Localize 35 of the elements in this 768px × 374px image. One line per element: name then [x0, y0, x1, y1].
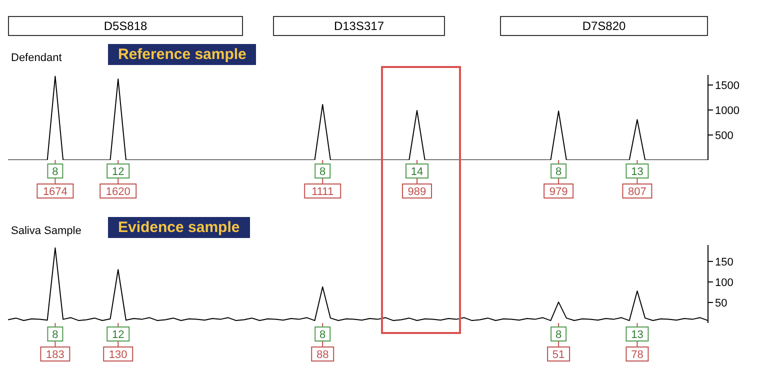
y-tick-label: 100 — [715, 276, 734, 289]
data-label: 807 — [628, 186, 646, 198]
text: 8 — [320, 166, 326, 178]
text: 12 — [112, 329, 124, 341]
data-label: 78 — [631, 349, 644, 361]
data-label: 1674 — [42, 186, 68, 198]
y-tick-label: 150 — [715, 256, 734, 268]
chart-title: Defendant — [11, 52, 62, 64]
data-label: 88 — [316, 349, 329, 361]
text: 8 — [320, 329, 326, 341]
text: 13 — [631, 166, 644, 178]
text: D13S317 — [273, 16, 445, 36]
text: 8 — [556, 166, 562, 178]
text: 13 — [631, 329, 644, 341]
y-tick-label: 50 — [715, 297, 728, 310]
data-label: 979 — [549, 186, 568, 198]
text: D7S820 — [500, 16, 708, 36]
y-tick-label: 500 — [715, 130, 734, 142]
y-tick-label: 1500 — [715, 80, 740, 92]
chart-title: Saliva Sample — [11, 225, 82, 237]
text: D5S818 — [8, 16, 243, 36]
data-label: 130 — [108, 349, 128, 361]
data-label: 1111 — [312, 186, 334, 198]
text: 12 — [112, 166, 124, 178]
text: 14 — [410, 166, 424, 178]
text: 8 — [556, 329, 562, 341]
data-label: 1620 — [106, 186, 130, 198]
data-label: 51 — [552, 349, 565, 361]
data-label: 183 — [46, 349, 64, 361]
text: 8 — [52, 329, 58, 341]
text: 8 — [52, 166, 58, 178]
chart-subtitle: Reference sample — [108, 44, 256, 65]
y-tick-label: 1000 — [715, 104, 740, 117]
data-label: 989 — [408, 186, 426, 198]
chart-subtitle: Evidence sample — [108, 217, 250, 238]
